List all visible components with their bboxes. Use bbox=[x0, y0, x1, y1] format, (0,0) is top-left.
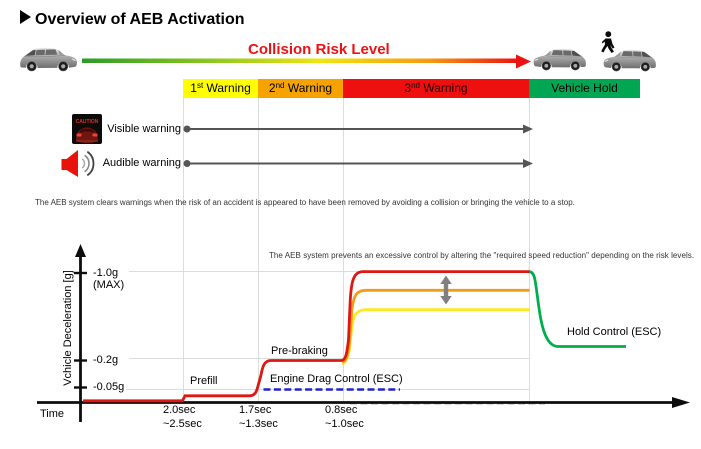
svg-text:CAUTION: CAUTION bbox=[76, 119, 99, 125]
